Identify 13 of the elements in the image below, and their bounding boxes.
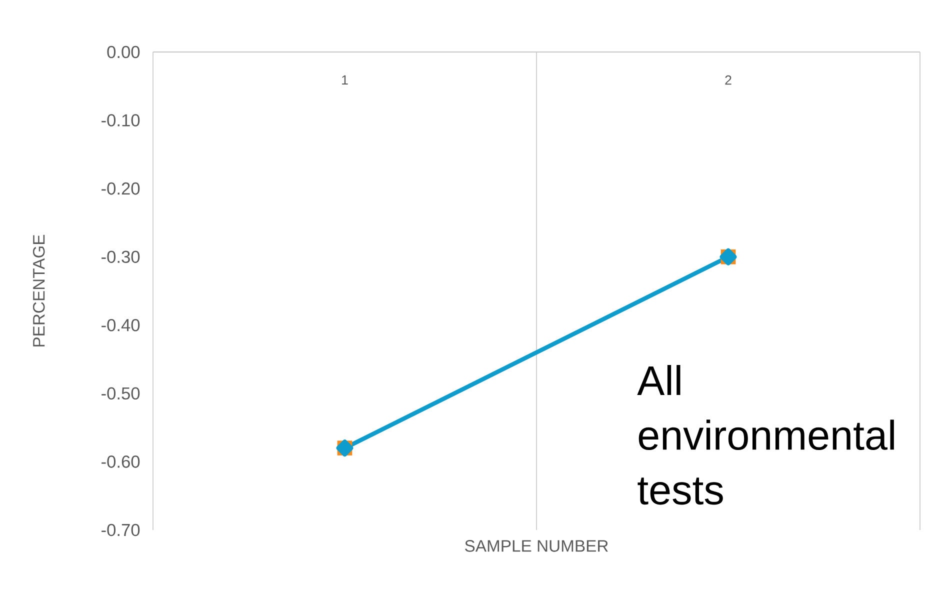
annotation: All environmental tests: [637, 364, 894, 505]
x-tick-label: 2: [725, 75, 732, 85]
x-tick-label: 1: [342, 75, 348, 85]
y-axis-title: PERCENTAGE: [32, 234, 45, 346]
y-tick-label: -0.50: [102, 387, 140, 400]
y-tick-label: -0.70: [102, 524, 140, 536]
y-tick-label: -0.20: [102, 182, 140, 195]
y-tick-label: -0.10: [102, 114, 140, 126]
y-tick-label: -0.40: [102, 318, 140, 332]
y-tick-label: -0.30: [102, 250, 140, 263]
x-axis-title: SAMPLE NUMBER: [465, 540, 608, 552]
y-tick-label: -0.60: [102, 456, 140, 468]
y-tick-label: 0.00: [107, 46, 140, 58]
